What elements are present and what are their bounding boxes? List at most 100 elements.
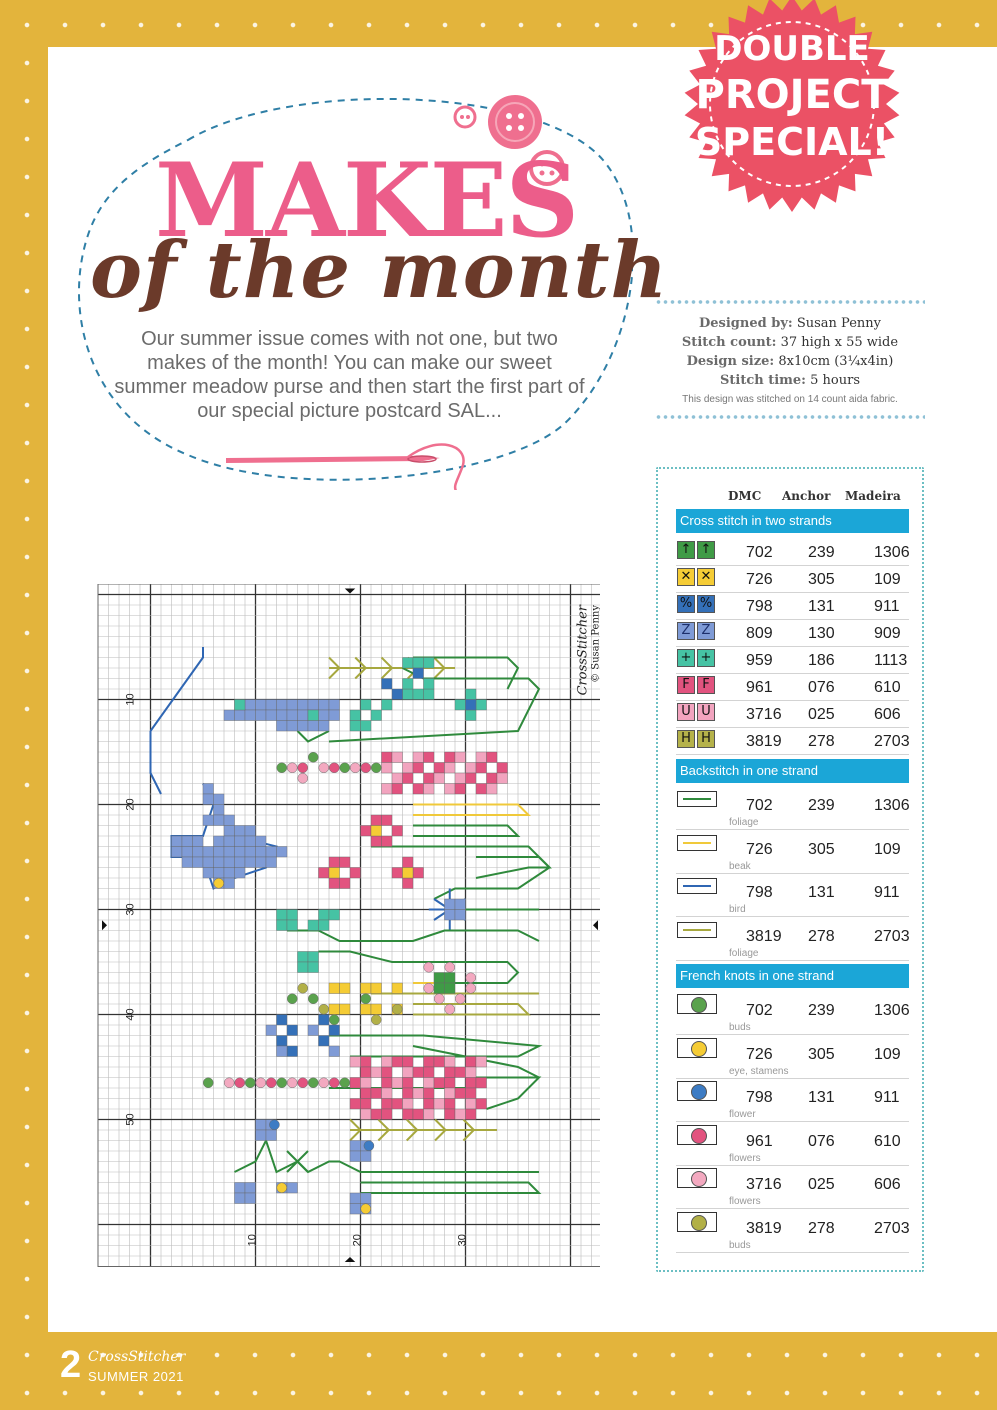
- stitch-cell: [328, 909, 340, 921]
- french-knot: [329, 1014, 340, 1025]
- key-row-backstitch: 726 305 109 beak: [676, 833, 909, 874]
- stitch-cell: [223, 825, 235, 837]
- stitch-cell: [370, 814, 382, 826]
- backstitch-line: [354, 656, 368, 680]
- stitch-cell: [391, 1077, 403, 1089]
- backstitch-line: [318, 950, 520, 984]
- stitch-cell: [234, 699, 246, 711]
- stitch-cell: [412, 657, 424, 669]
- small-button-icon: [453, 105, 477, 129]
- stitch-cell: [381, 762, 393, 774]
- french-knot: [276, 1182, 287, 1193]
- stitch-cell: [360, 1066, 372, 1078]
- stitch-cell: [465, 709, 477, 721]
- stitch-cell: [391, 751, 403, 763]
- stitch-time-label: Stitch time:: [719, 373, 806, 388]
- french-knot-swatch: [677, 1037, 717, 1058]
- french-knot-swatch: [677, 1168, 717, 1188]
- backstitch-line: [360, 1181, 542, 1194]
- key-anchor: 131: [808, 884, 835, 901]
- key-dmc: 3819: [746, 927, 782, 945]
- stitch-cell: [465, 1056, 477, 1068]
- stitch-cell: [286, 1045, 298, 1057]
- stitch-cell: [486, 751, 498, 763]
- stitch-cell: [444, 762, 456, 774]
- stitch-cell: [444, 972, 456, 984]
- stitch-cell: [402, 688, 414, 700]
- stitch-cell: [381, 1077, 393, 1089]
- stitch-time-value: 5 hours: [810, 373, 860, 388]
- pink-button-icon: [488, 95, 542, 149]
- row-label: 30: [125, 903, 137, 915]
- key-dmc: 726: [746, 1045, 773, 1063]
- backstitch-line: [380, 656, 394, 680]
- french-knot-swatch: [677, 1081, 717, 1101]
- stitch-cell: [370, 982, 382, 994]
- stitch-cell: [307, 1024, 319, 1036]
- stitch-cell: [475, 783, 487, 795]
- stitch-cell: [297, 709, 309, 721]
- stitch-cell: [297, 699, 309, 711]
- key-row-cross: %% 798 131 911: [676, 595, 909, 620]
- stitch-cell: [234, 867, 246, 879]
- design-size-value: 8x10cm (3¼x4in): [778, 354, 894, 369]
- french-knot-swatch: [677, 1124, 717, 1145]
- symbol-cell: U: [677, 703, 695, 721]
- stitch-cell: [412, 1066, 424, 1078]
- stitch-cell: [412, 762, 424, 774]
- stitch-cell: [454, 772, 466, 784]
- key-madeira: 109: [874, 840, 901, 858]
- french-knot: [363, 1140, 375, 1151]
- stitch-cell: [402, 1056, 414, 1068]
- symbol-cell: H: [697, 730, 715, 748]
- stitch-cell: [265, 1129, 277, 1141]
- french-knot: [245, 1077, 256, 1088]
- stitch-time: Stitch time: 5 hours: [655, 371, 925, 390]
- stitch-cell: [244, 1192, 256, 1204]
- key-anchor: 076: [808, 1132, 835, 1150]
- key-row-backstitch: 798 131 911 bird: [676, 876, 909, 917]
- backstitch-line: [405, 1118, 419, 1142]
- stitch-cell: [496, 772, 508, 784]
- stitch-cell: [328, 1045, 340, 1057]
- stitch-cell: [276, 909, 288, 921]
- french-knot: [455, 993, 466, 1004]
- key-madeira: 109: [874, 571, 901, 588]
- backstitch-line: [434, 1118, 447, 1142]
- intro-text: Our summer issue comes with not one, but…: [114, 328, 585, 422]
- key-madeira: 1306: [874, 544, 910, 561]
- key-anchor: 130: [808, 625, 835, 642]
- french-knot: [287, 762, 298, 773]
- backstitch-line: [371, 845, 552, 900]
- stitch-cell: [255, 846, 267, 858]
- stitch-cell: [349, 1098, 361, 1110]
- stitch-cell: [213, 856, 225, 868]
- stitch-cell: [192, 846, 204, 858]
- key-anchor: 305: [808, 1045, 835, 1063]
- french-knot: [350, 762, 361, 773]
- key-row-french-knot: 798 131 911 flower: [676, 1081, 909, 1122]
- section-backstitch: Backstitch in one strand: [676, 759, 909, 783]
- stitch-cell: [391, 688, 403, 700]
- stitch-cell: [423, 688, 435, 700]
- symbol-cell: Z: [697, 622, 715, 640]
- title-makes: MAKES: [155, 141, 579, 261]
- stitch-cell: [223, 867, 235, 879]
- symbol-swatch: ✕ ✕: [677, 568, 717, 586]
- stitch-cell: [286, 1024, 298, 1036]
- french-knot: [339, 1077, 350, 1088]
- stitch-cell: [276, 709, 288, 721]
- stitch-cell: [444, 898, 456, 910]
- footer-issue: SUMMER 2021: [88, 1369, 184, 1384]
- stitch-cell: [339, 1003, 351, 1015]
- stitch-cell: [318, 709, 330, 721]
- stitch-cell: [402, 657, 414, 669]
- key-madeira: 911: [874, 884, 900, 901]
- stitch-cell: [370, 1003, 382, 1015]
- stitch-cell: [475, 762, 487, 774]
- stitch-cell: [465, 762, 477, 774]
- backstitch-line: [413, 803, 531, 816]
- key-dmc: 961: [746, 679, 773, 696]
